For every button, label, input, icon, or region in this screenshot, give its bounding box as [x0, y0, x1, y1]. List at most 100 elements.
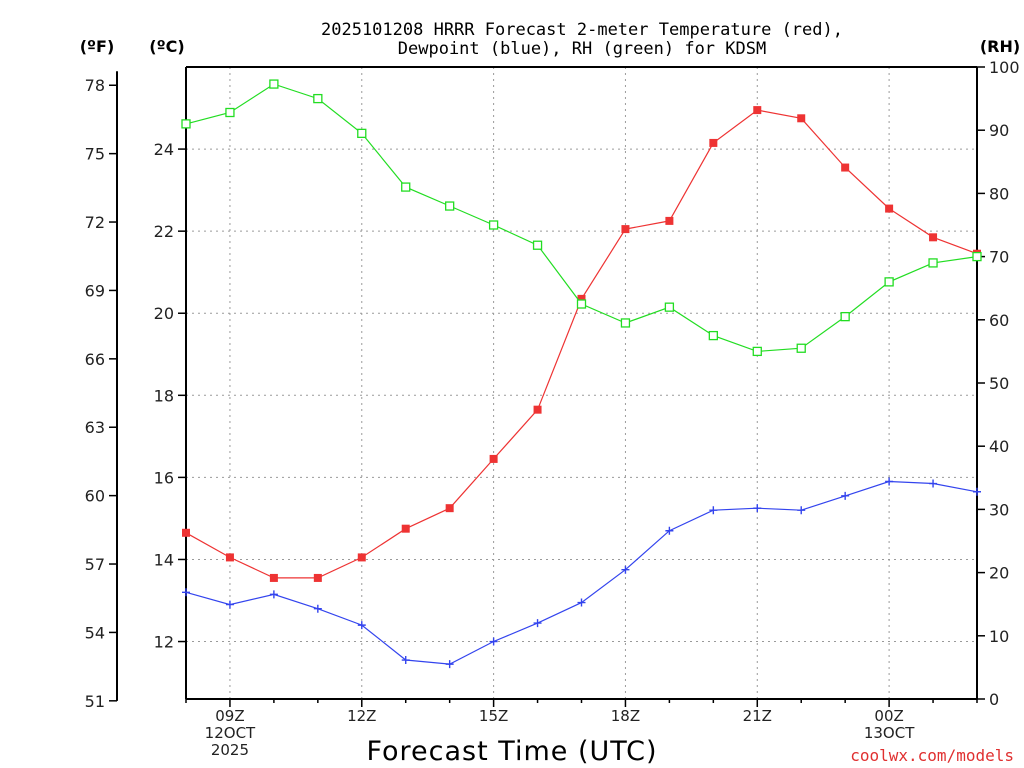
- rh-point: [884, 277, 894, 287]
- 2-meter-temperature-point: [797, 114, 806, 123]
- rh-point: [313, 93, 323, 104]
- rh-tick-label: 40: [989, 437, 1009, 456]
- rh-tick-label: 80: [989, 184, 1009, 203]
- fahrenheit-tick-label: 72: [85, 213, 105, 232]
- dewpoint-point: [445, 660, 454, 669]
- x-tick-label: 12OCT: [205, 724, 256, 742]
- rh-point: [664, 302, 675, 312]
- dewpoint-point: [841, 491, 850, 500]
- 2-meter-temperature-point: [709, 138, 718, 147]
- rh-line: [185, 83, 978, 353]
- ticks-layer: 51 54 57 60 63 66 69 72 75 78 12 14 16 18 20 22 24 0 10 20 3…: [85, 58, 1020, 759]
- dewpoint-point: [621, 565, 630, 574]
- credit-label: coolwx.com/models: [850, 746, 1014, 765]
- x-axis-label: Forecast Time (UTC): [366, 736, 657, 767]
- dewpoint-point: [885, 477, 894, 486]
- fahrenheit-tick-label: 66: [85, 350, 105, 369]
- fahrenheit-tick-label: 57: [85, 555, 105, 574]
- rh-point: [181, 119, 191, 129]
- dewpoint-line: [185, 480, 978, 665]
- celsius-tick-label: 14: [154, 550, 174, 569]
- 2-meter-temperature-point: [489, 454, 498, 463]
- chart-title-line1: 2025101208 HRRR Forecast 2-meter Tempera…: [321, 20, 843, 40]
- 2-meter-temperature-point: [225, 553, 234, 562]
- rh-point: [576, 299, 587, 309]
- 2-meter-temperature-point: [401, 524, 410, 533]
- x-tick-label: 15Z: [479, 707, 508, 725]
- 2-meter-temperature-point: [182, 528, 190, 537]
- dewpoint-point: [665, 526, 674, 535]
- 2-meter-temperature-point: [313, 573, 322, 582]
- rh-point: [445, 201, 455, 211]
- fahrenheit-tick-label: 54: [85, 623, 105, 642]
- 2-meter-temperature-point: [885, 204, 894, 213]
- dewpoint-point: [709, 506, 718, 515]
- dewpoint-point: [357, 621, 366, 630]
- x-tick-label: 2025: [211, 741, 249, 759]
- fahrenheit-tick-label: 63: [85, 418, 105, 437]
- dewpoint-point: [269, 590, 278, 599]
- celsius-tick-label: 18: [154, 386, 174, 405]
- fahrenheit-tick-label: 75: [85, 145, 105, 164]
- 2-meter-temperature-point: [445, 504, 454, 513]
- dewpoint-point: [489, 637, 498, 646]
- dewpoint-point: [182, 588, 190, 597]
- 2-meter-temperature-point: [841, 163, 850, 172]
- rh-point: [532, 240, 543, 250]
- celsius-tick-label: 24: [154, 140, 174, 159]
- fahrenheit-tick-label: 78: [85, 76, 105, 95]
- fahrenheit-tick-label: 60: [85, 487, 105, 506]
- 2-meter-temperature-point: [533, 405, 542, 414]
- x-tick-label: 00Z: [874, 707, 903, 725]
- 2-meter-temperature-line: [185, 109, 978, 579]
- rh-tick-label: 20: [989, 564, 1009, 583]
- celsius-tick-label: 16: [154, 468, 174, 487]
- x-tick-label: 18Z: [611, 707, 640, 725]
- 2-meter-temperature-point: [753, 106, 762, 115]
- rh-point: [840, 311, 850, 322]
- rh-tick-label: 70: [989, 248, 1009, 267]
- 2-meter-temperature-point: [665, 216, 674, 225]
- x-tick-label: 09Z: [215, 707, 244, 725]
- rh-tick-label: 0: [989, 690, 999, 709]
- series-layer: [181, 79, 982, 669]
- rh-point: [796, 343, 806, 353]
- rh-tick-label: 100: [989, 58, 1020, 77]
- rh-point: [269, 79, 279, 89]
- rh-tick-label: 50: [989, 374, 1009, 393]
- dewpoint-point: [797, 506, 806, 515]
- rh-point: [972, 251, 982, 262]
- rh-point: [708, 330, 718, 341]
- 2-meter-temperature-point: [621, 225, 630, 234]
- x-tick-label: 21Z: [743, 707, 772, 725]
- fahrenheit-tick-label: 51: [85, 692, 105, 711]
- fahrenheit-tick-label: 69: [85, 281, 105, 300]
- 2-meter-temperature-point: [577, 294, 586, 303]
- dewpoint-point: [401, 656, 410, 665]
- rh-tick-label: 60: [989, 311, 1009, 330]
- celsius-tick-label: 22: [154, 222, 174, 241]
- dewpoint-point: [973, 487, 981, 496]
- rh-tick-label: 10: [989, 627, 1009, 646]
- dewpoint-point: [929, 479, 938, 488]
- rh-tick-label: 90: [989, 121, 1009, 140]
- rh-point: [357, 128, 367, 139]
- dewpoint-point: [577, 598, 586, 607]
- celsius-tick-label: 20: [154, 304, 174, 323]
- rh-point: [620, 318, 631, 328]
- 2-meter-temperature-point: [357, 553, 366, 562]
- x-tick-label: 13OCT: [864, 724, 915, 742]
- x-tick-label: 12Z: [347, 707, 376, 725]
- rh-point: [752, 346, 762, 357]
- celsius-tick-label: 12: [154, 633, 174, 652]
- dewpoint-point: [533, 619, 542, 628]
- fahrenheit-unit-label: (ºF): [80, 37, 115, 56]
- rh-point: [928, 258, 938, 268]
- rh-point: [401, 182, 411, 192]
- rh-point: [225, 107, 235, 118]
- rh-unit-label: (RH): [980, 37, 1020, 56]
- rh-tick-label: 30: [989, 500, 1009, 519]
- 2-meter-temperature-point: [929, 233, 938, 242]
- 2-meter-temperature-point: [269, 573, 278, 582]
